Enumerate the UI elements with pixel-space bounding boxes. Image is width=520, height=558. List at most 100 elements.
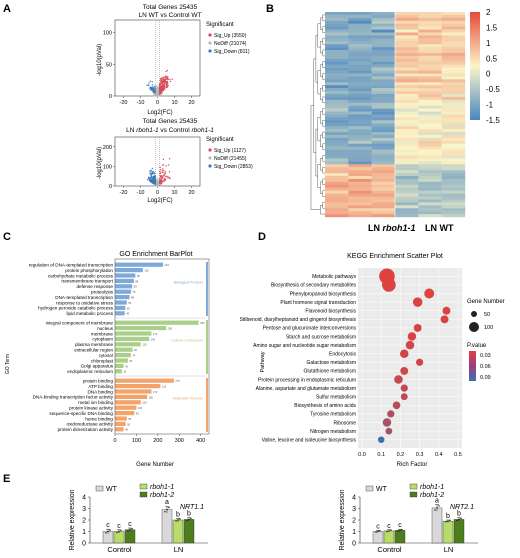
volcano-point-up [161, 182, 163, 185]
heatmap-cell [325, 152, 349, 156]
go-bar-value: 170 [153, 332, 158, 336]
volcano-point-up [169, 80, 172, 82]
go-bar-value: 82 [134, 348, 137, 352]
legend-label-rboh1-2: rboh1-2 [150, 492, 174, 499]
heatmap-cell [348, 170, 372, 174]
heatmap-cell [348, 58, 372, 62]
volcano-point-up [159, 87, 162, 90]
pvalue-gradient [469, 351, 476, 381]
heatmap-cell [325, 214, 349, 218]
dendrogram-branch [322, 49, 325, 57]
legend-label-rboh1-2: rboh1-2 [420, 492, 444, 499]
volcano-point-up [162, 164, 165, 166]
volcano-point-down [147, 84, 150, 87]
go-bar [115, 394, 148, 399]
go-term-label: carbohydrate metabolic process [48, 273, 114, 278]
heatmap-cell [441, 208, 466, 212]
go-bar [115, 331, 152, 336]
volcano-point-up [159, 172, 161, 175]
go-term-label: ATP binding [88, 384, 113, 389]
go-term-label: endoplasmic reticulum [67, 369, 113, 374]
heatmap-cell [325, 184, 349, 188]
go-bar-value: 40 [125, 428, 128, 432]
kegg-pathway-label: Galactose metabolism [307, 360, 356, 366]
colorbar-tick-label: 1 [486, 39, 491, 48]
heatmap-cell [325, 82, 349, 86]
volcano-bottom-ylabel: -log10(pVal) [97, 147, 103, 179]
heatmap-cell [371, 184, 396, 188]
heatmap-cell [418, 88, 442, 92]
y-tick-label: 100 [103, 31, 112, 37]
heatmap-cell [441, 50, 466, 54]
heatmap-cell [371, 38, 396, 42]
heatmap-cell [348, 135, 372, 139]
volcano-top-xlabel: Log2(FC) [147, 110, 172, 116]
heatmap-cell [325, 164, 349, 168]
volcano-point-down [150, 169, 152, 172]
group-label: Control [107, 545, 132, 554]
volcano-point-up [159, 83, 161, 86]
volcano-top-ylabel: -log10(pVal) [97, 44, 103, 76]
heatmap-cell [348, 196, 372, 200]
significance-letter: b [457, 511, 461, 518]
volcano-point-nodiff [157, 179, 160, 182]
replicate-dot [177, 519, 179, 521]
replicate-dot [460, 517, 462, 520]
heatmap-cell [371, 32, 396, 36]
significance-letter: b [187, 511, 191, 518]
heatmap-cell [325, 47, 349, 51]
heatmap-cell [371, 96, 396, 101]
heatmap-cell [348, 32, 372, 36]
heatmap-cell [371, 152, 396, 156]
heatmap-cell [395, 184, 419, 188]
go-bar [115, 268, 143, 273]
kegg-point [415, 358, 424, 366]
heatmap-cell [325, 140, 349, 144]
heatmap-cell [395, 193, 419, 197]
dendrogram-branch [320, 111, 323, 124]
kegg-x-tick-label: 0.1 [377, 452, 385, 458]
pvalue-tick-006: 0.06 [480, 364, 491, 370]
go-term-label: protein kinase activity [69, 406, 114, 411]
heatmap-cell [395, 126, 419, 130]
heatmap-cell [371, 129, 396, 133]
volcano-point-down [146, 178, 149, 181]
heatmap-cell [348, 41, 372, 45]
go-bar [115, 427, 124, 432]
legend-swatch-rboh1-1 [409, 483, 418, 490]
heatmap-cell [441, 178, 466, 183]
kegg-point [382, 418, 392, 427]
go-bar [115, 378, 174, 383]
heatmap-cell [395, 26, 419, 30]
volcano-point-up [167, 84, 169, 87]
replicate-dot [375, 531, 377, 533]
go-term-label: oxidoreductase activity [67, 422, 114, 427]
heatmap-cell [441, 23, 466, 27]
volcano-point-up [161, 82, 163, 84]
heatmap-cell [371, 111, 396, 115]
heatmap-cell [348, 114, 372, 118]
volcano-bottom-legend: Significant Sig_Up (1127) NoDiff (21455)… [206, 137, 253, 170]
volcano-point-up [169, 177, 171, 180]
heatmap-cell [348, 120, 372, 124]
heatmap-cell [441, 96, 466, 101]
volcano-bottom-legend-up: Sig_Up (1127) [214, 148, 246, 154]
heatmap-cell [441, 41, 466, 45]
replicate-dot [399, 529, 401, 532]
y-tick-label: 3 [82, 506, 86, 513]
expression-bar [394, 530, 406, 544]
volcano-point-up [160, 181, 162, 183]
heatmap-colorbar-ticks: 2 1.5 1 0.5 0 -0.5 -1 -1.5 [486, 8, 500, 125]
significance-letter: c [376, 523, 380, 530]
volcano-top-legend-title: Significant [206, 22, 234, 28]
heatmap-cell [325, 38, 349, 42]
colorbar-tick-label: 0.5 [486, 54, 498, 63]
heatmap-cell [418, 205, 442, 209]
kegg-x-tick-label: 0.5 [454, 452, 462, 458]
heatmap-cell [441, 38, 466, 42]
volcano-point-up [165, 165, 167, 167]
heatmap-cell [418, 176, 442, 180]
heatmap-cell [441, 105, 466, 109]
y-axis-label: Relative expression [69, 489, 76, 550]
